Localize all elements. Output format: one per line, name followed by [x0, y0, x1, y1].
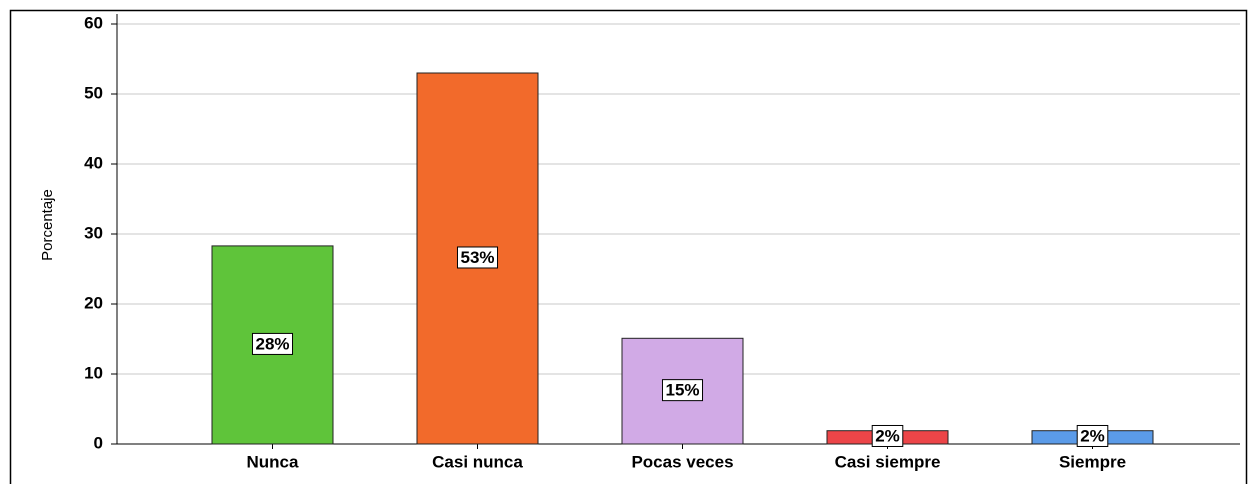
x-tick-label: Casi nunca: [432, 452, 523, 471]
data-label-box: [456, 246, 499, 269]
data-label-box: [1076, 424, 1109, 447]
x-tick-label: Siempre: [1059, 452, 1126, 471]
bar: [416, 72, 539, 445]
y-tick-label: 20: [84, 293, 103, 312]
frame: [9, 9, 1248, 484]
x-tick-label: Nunca: [247, 452, 300, 471]
y-tick-label: 60: [84, 13, 103, 32]
y-tick-label: 50: [84, 83, 103, 102]
data-label: 2%: [875, 426, 900, 445]
y-tick-label: 0: [94, 433, 103, 452]
data-label: 53%: [460, 248, 494, 267]
data-label: 2%: [1080, 426, 1105, 445]
data-label: 15%: [665, 381, 699, 400]
x-tick-label: Casi siempre: [835, 452, 941, 471]
y-tick-label: 10: [84, 363, 103, 382]
y-tick-label: 40: [84, 153, 103, 172]
y-tick-label: 30: [84, 223, 103, 242]
data-label-box: [251, 332, 294, 355]
x-tick-label: Pocas veces: [631, 452, 733, 471]
data-label: 28%: [255, 334, 289, 353]
y-axis-label: Porcentaje: [39, 189, 56, 261]
data-label-box: [661, 379, 704, 402]
data-label-box: [871, 424, 904, 447]
